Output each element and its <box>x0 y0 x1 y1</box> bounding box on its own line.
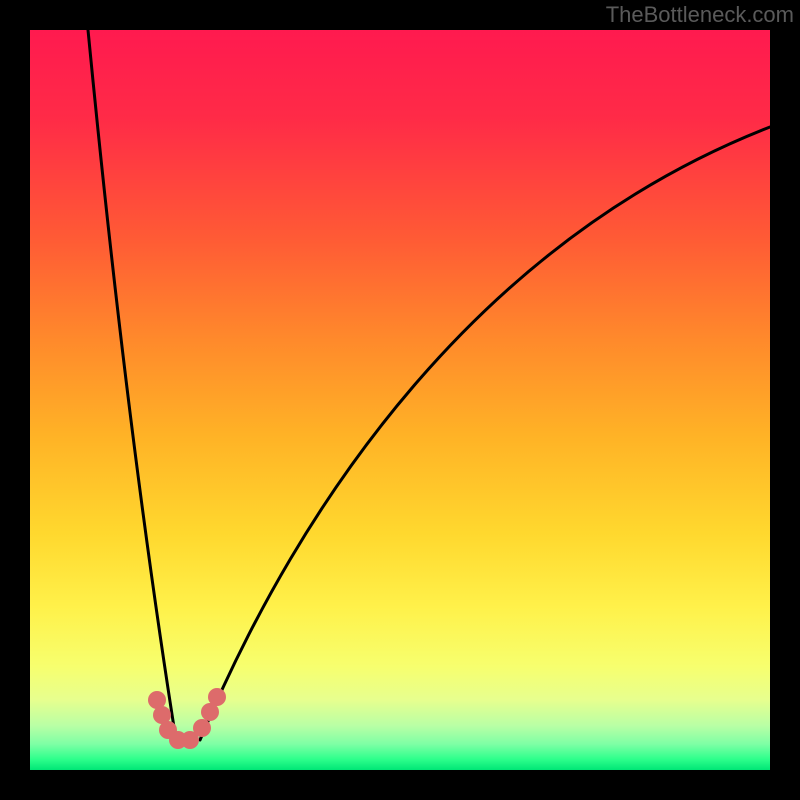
chart-marker <box>193 719 211 737</box>
bottleneck-chart <box>0 0 800 800</box>
watermark-text: TheBottleneck.com <box>606 2 794 28</box>
chart-container: TheBottleneck.com <box>0 0 800 800</box>
chart-marker <box>208 688 226 706</box>
